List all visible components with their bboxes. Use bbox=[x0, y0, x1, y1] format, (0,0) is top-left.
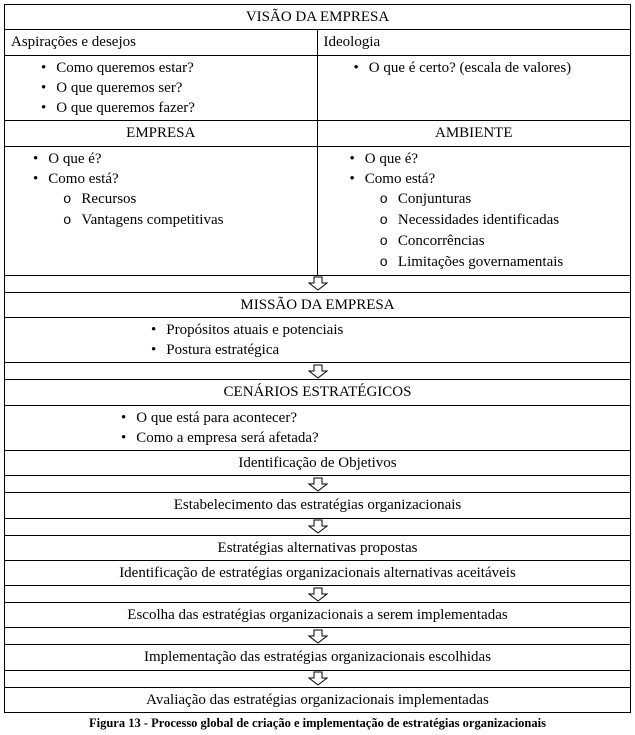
mission-item: Postura estratégica bbox=[151, 340, 624, 360]
vision-header: VISÃO DA EMPRESA bbox=[4, 4, 631, 30]
company-sub: Vantagens competitivas bbox=[63, 210, 311, 231]
environment-q1: O que é? bbox=[350, 149, 625, 169]
environment-sub: Necessidades identificadas bbox=[380, 210, 625, 231]
environment-sub: Conjunturas bbox=[380, 189, 625, 210]
arrow-down bbox=[4, 276, 631, 293]
scenarios-cell: O que está para acontecer? Como a empres… bbox=[4, 406, 631, 452]
company-q2: Como está? bbox=[33, 169, 311, 189]
ideology-item: O que é certo? (escala de valores) bbox=[354, 58, 625, 78]
step-implementation: Implementação das estratégias organizaci… bbox=[4, 645, 631, 670]
arrow-down bbox=[4, 519, 631, 536]
step-establishment: Estabelecimento das estratégias organiza… bbox=[4, 493, 631, 518]
environment-sub: Concorrências bbox=[380, 231, 625, 252]
arrow-down bbox=[4, 363, 631, 380]
arrow-down-icon bbox=[308, 477, 328, 492]
environment-q2: Como está? bbox=[350, 169, 625, 189]
arrow-down-icon bbox=[308, 587, 328, 602]
arrow-down bbox=[4, 476, 631, 493]
step-alternatives: Estratégias alternativas propostas bbox=[4, 536, 631, 561]
ideology-cell: O que é certo? (escala de valores) bbox=[318, 56, 632, 122]
arrow-down bbox=[4, 671, 631, 688]
aspirations-item: O que queremos ser? bbox=[41, 78, 311, 98]
scenarios-item: O que está para acontecer? bbox=[121, 408, 624, 428]
arrow-down-icon bbox=[308, 671, 328, 686]
ideology-title: Ideologia bbox=[318, 30, 632, 55]
aspirations-item: O que queremos fazer? bbox=[41, 98, 311, 118]
step-objectives: Identificação de Objetivos bbox=[4, 451, 631, 476]
arrow-down-icon bbox=[308, 519, 328, 534]
company-header: EMPRESA bbox=[4, 121, 318, 146]
step-acceptable: Identificação de estratégias organizacio… bbox=[4, 561, 631, 586]
mission-item: Propósitos atuais e potenciais bbox=[151, 320, 624, 340]
company-sub: Recursos bbox=[63, 189, 311, 210]
arrow-down-icon bbox=[308, 276, 328, 291]
environment-header: AMBIENTE bbox=[318, 121, 632, 146]
mission-cell: Propósitos atuais e potenciais Postura e… bbox=[4, 318, 631, 364]
step-choice: Escolha das estratégias organizacionais … bbox=[4, 603, 631, 628]
diagram-container: VISÃO DA EMPRESA Aspirações e desejos Id… bbox=[4, 4, 631, 731]
environment-cell: O que é? Como está? Conjunturas Necessid… bbox=[318, 147, 632, 276]
company-cell: O que é? Como está? Recursos Vantagens c… bbox=[4, 147, 318, 276]
scenarios-item: Como a empresa será afetada? bbox=[121, 428, 624, 448]
aspirations-item: Como queremos estar? bbox=[41, 58, 311, 78]
arrow-down bbox=[4, 586, 631, 603]
mission-header: MISSÃO DA EMPRESA bbox=[4, 293, 631, 318]
aspirations-title: Aspirações e desejos bbox=[4, 30, 318, 55]
company-q1: O que é? bbox=[33, 149, 311, 169]
environment-sub: Limitações governamentais bbox=[380, 252, 625, 273]
arrow-down-icon bbox=[308, 364, 328, 379]
step-evaluation: Avaliação das estratégias organizacionai… bbox=[4, 688, 631, 713]
arrow-down bbox=[4, 628, 631, 645]
scenarios-header: CENÁRIOS ESTRATÉGICOS bbox=[4, 380, 631, 405]
arrow-down-icon bbox=[308, 629, 328, 644]
aspirations-cell: Como queremos estar? O que queremos ser?… bbox=[4, 56, 318, 122]
